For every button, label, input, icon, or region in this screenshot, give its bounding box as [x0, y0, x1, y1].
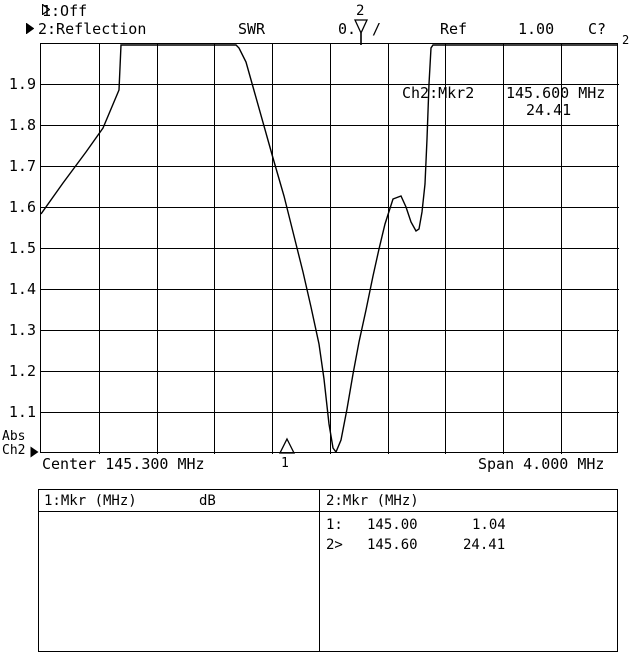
swr-trace	[41, 44, 618, 453]
table-row-2-freq: 145.60	[367, 537, 418, 553]
y-tick-3: 1.7	[8, 157, 36, 175]
scale-per-division[interactable]: 0.	[338, 20, 357, 38]
marker-table-right-header: 2:Mkr (MHz)	[320, 490, 617, 512]
marker-table-left[interactable]: 1:Mkr (MHz) dB	[38, 489, 320, 652]
graph-channel-label: Ch2	[2, 443, 26, 458]
y-tick-8: 1.2	[8, 362, 36, 380]
marker-table-right-col1: 2:Mkr (MHz)	[326, 493, 419, 509]
gridline-v-1	[99, 44, 100, 454]
marker-table-right[interactable]: 2:Mkr (MHz) 1: 145.00 1.04 2> 145.60 24.…	[319, 489, 618, 652]
gridline-v-5	[330, 44, 331, 454]
gridline-v-8	[503, 44, 504, 454]
y-tick-6: 1.4	[8, 280, 36, 298]
marker1-triangle-icon[interactable]	[279, 434, 295, 454]
reference-label: Ref	[440, 20, 468, 38]
gridline-v-3	[214, 44, 215, 454]
y-tick-5: 1.5	[8, 239, 36, 257]
gridline-v-6	[388, 44, 389, 454]
scale-per-division-slash: /	[372, 20, 382, 38]
marker2-triangle-icon[interactable]	[354, 19, 368, 45]
gridline-v-9	[561, 44, 562, 454]
trace-graph[interactable]	[40, 43, 619, 454]
y-tick-1: 1.9	[8, 75, 36, 93]
y-tick-7: 1.3	[8, 321, 36, 339]
gridline-v-7	[445, 44, 446, 454]
channel1-pointer-icon	[42, 4, 50, 15]
correction-status[interactable]: C?	[588, 20, 607, 38]
marker2-top-number: 2	[356, 3, 365, 19]
marker-table-left-col2: dB	[199, 493, 216, 509]
y-axis-labels: 1.9 1.8 1.7 1.6 1.5 1.4 1.3 1.2 1.1	[0, 43, 36, 453]
gridline-v-2	[157, 44, 158, 454]
table-row-1-value: 1.04	[472, 517, 506, 533]
channel2-measurement[interactable]: 2:Reflection	[38, 20, 147, 38]
table-row-1-id: 1:	[326, 517, 343, 533]
channel-corner-number: 2	[622, 33, 630, 47]
table-row-1-freq: 145.00	[367, 517, 418, 533]
marker-readout-frequency: 145.600 MHz	[506, 84, 606, 102]
span-frequency[interactable]: Span 4.000 MHz	[478, 455, 605, 473]
reference-value[interactable]: 1.00	[518, 20, 555, 38]
marker-readout-box: Ch2:Mkr2 145.600 MHz 24.41	[396, 84, 618, 120]
marker1-number: 1	[281, 456, 289, 471]
header-bar: 1:Off 2:Reflection SWR 0. / Ref 1.00 C? …	[0, 0, 640, 47]
table-row-2-id: 2>	[326, 537, 343, 553]
y-tick-4: 1.6	[8, 198, 36, 216]
marker-readout-value: 24.41	[526, 101, 572, 119]
format-label[interactable]: SWR	[238, 20, 266, 38]
gridline-v-4	[272, 44, 273, 454]
y-tick-9: 1.1	[8, 403, 36, 421]
marker-table-left-header: 1:Mkr (MHz) dB	[39, 490, 319, 512]
channel2-pointer-icon	[26, 23, 34, 34]
marker-readout-channel: Ch2:Mkr2	[402, 84, 475, 102]
center-frequency[interactable]: Center 145.300 MHz	[42, 455, 205, 473]
marker-table-left-col1: 1:Mkr (MHz)	[44, 493, 137, 509]
table-row-2-value: 24.41	[463, 537, 506, 553]
y-tick-2: 1.8	[8, 116, 36, 134]
active-channel-pointer-icon	[30, 446, 39, 458]
channel1-status[interactable]: 1:Off	[42, 2, 88, 20]
abs-mode-label: Abs	[2, 429, 26, 444]
